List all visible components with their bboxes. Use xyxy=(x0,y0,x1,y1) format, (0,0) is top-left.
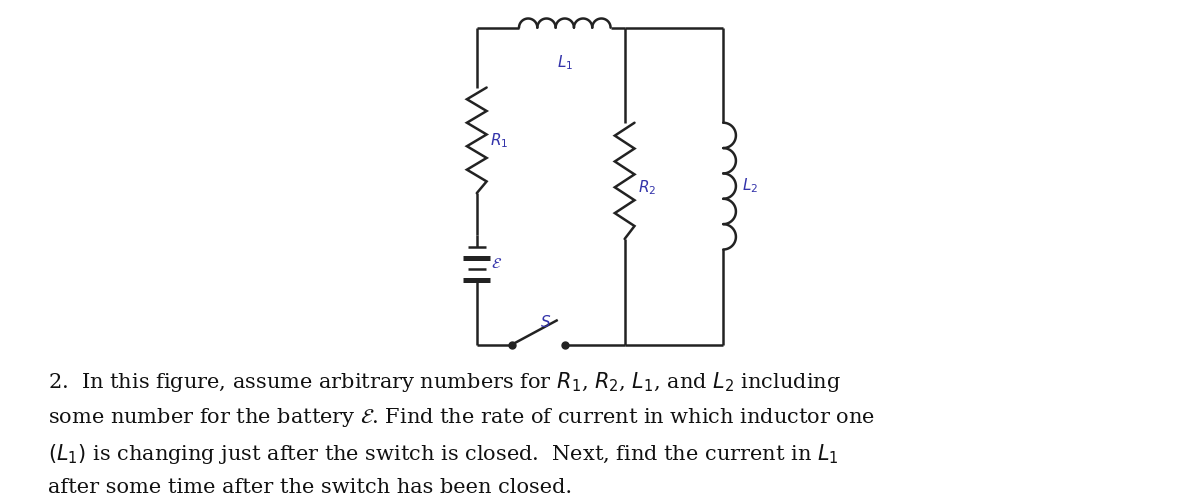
Text: 2.  In this figure, assume arbitrary numbers for $R_1$, $R_2$, $L_1$, and $L_2$ : 2. In this figure, assume arbitrary numb… xyxy=(48,370,841,394)
Text: $R_2$: $R_2$ xyxy=(638,179,656,197)
Text: $R_1$: $R_1$ xyxy=(491,131,509,150)
Text: $(L_1)$ is changing just after the switch is closed.  Next, find the current in : $(L_1)$ is changing just after the switc… xyxy=(48,442,839,466)
Text: after some time after the switch has been closed.: after some time after the switch has bee… xyxy=(48,478,572,497)
Text: some number for the battery $\mathcal{E}$. Find the rate of current in which ind: some number for the battery $\mathcal{E}… xyxy=(48,406,875,429)
Text: $\mathcal{E}$: $\mathcal{E}$ xyxy=(491,256,502,271)
Text: $L_2$: $L_2$ xyxy=(742,177,757,196)
Text: $L_1$: $L_1$ xyxy=(557,53,572,72)
Text: $S$: $S$ xyxy=(540,314,551,329)
